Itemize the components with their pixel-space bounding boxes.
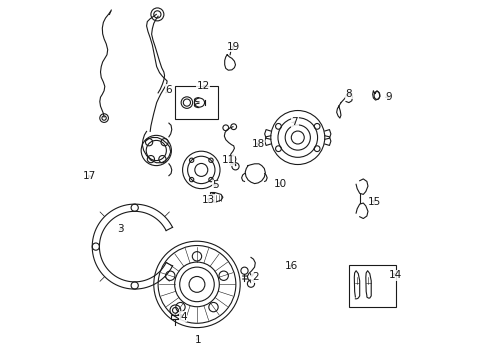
Text: 15: 15 [366,197,380,207]
Text: 12: 12 [196,81,209,91]
Text: 16: 16 [284,261,297,271]
Text: 9: 9 [385,92,391,102]
Bar [175,86,218,119]
Text: 1: 1 [194,335,201,345]
Text: 6: 6 [165,85,172,95]
Text: 2: 2 [251,272,258,282]
Text: 4: 4 [180,312,186,322]
Text: 18: 18 [251,139,264,149]
Text: 7: 7 [291,117,298,127]
Bar [348,265,395,307]
Text: 14: 14 [388,270,402,280]
Text: 8: 8 [345,89,351,99]
Text: 19: 19 [226,42,239,52]
Text: 5: 5 [212,180,219,190]
Text: 17: 17 [82,171,96,181]
Text: 10: 10 [273,179,286,189]
Text: 13: 13 [202,195,215,205]
Text: 11: 11 [221,155,234,165]
Text: 3: 3 [117,224,123,234]
Bar [209,192,213,194]
Bar [171,315,179,319]
